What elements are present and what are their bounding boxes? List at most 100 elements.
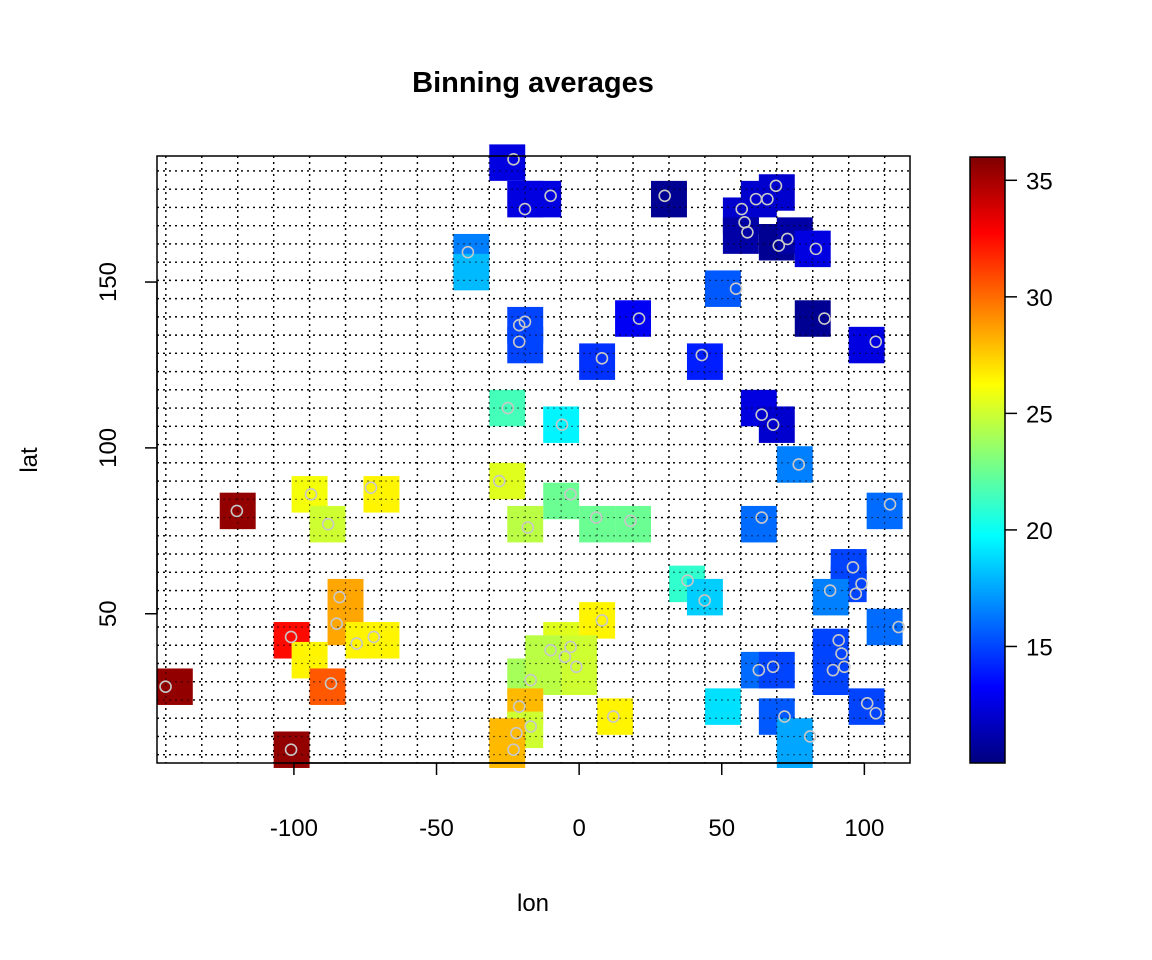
colorbar [969,156,1006,764]
bin-cell-15 [507,326,544,364]
data-point-69 [778,710,791,723]
bin-cell-65 [597,698,634,735]
y-axis: 50 100 150 [95,262,158,627]
data-point-73 [507,743,520,757]
points-layer [159,153,905,757]
data-point-2 [544,189,557,203]
data-point-57 [826,663,840,677]
bin-cell-23 [758,406,795,443]
data-point-72 [803,730,817,743]
data-point-41 [855,577,868,591]
bin-cell-12 [453,253,490,291]
x-tick-label-0: -100 [270,815,318,842]
x-tick-label-4: 100 [844,815,884,842]
data-point-23 [501,401,515,415]
data-point-51 [367,630,381,644]
data-point-44 [698,594,711,607]
bin-cell-10 [794,230,831,268]
colorbar-tick-label-0: 15 [1026,634,1053,661]
data-point-24 [755,408,768,422]
y-tick-label-2: 150 [95,262,122,302]
data-point-64 [159,680,172,694]
data-point-43 [849,587,863,601]
data-point-29 [364,481,378,494]
data-point-22 [695,348,709,362]
data-point-3 [658,189,672,203]
data-point-42 [823,584,837,597]
data-point-38 [755,511,768,524]
bin-cell-33 [507,505,544,543]
data-point-71 [510,726,523,740]
bin-cell-21 [489,389,526,427]
data-point-70 [524,720,537,733]
data-point-52 [544,643,557,657]
data-point-36 [589,511,603,524]
x-axis-label: lon [517,890,549,917]
data-point-58 [838,660,851,674]
data-point-26 [555,418,569,431]
data-point-49 [284,630,298,644]
colorbar-tick-label-4: 35 [1026,168,1053,195]
colorbar-tick-label-1: 20 [1026,518,1053,545]
data-point-0 [507,153,520,166]
data-point-61 [524,673,537,687]
bin-cell-28 [489,462,526,500]
x-tick-label-3: 50 [708,815,735,842]
data-point-55 [832,633,845,647]
data-point-4 [769,179,783,193]
data-point-1 [518,202,532,216]
data-point-56 [835,647,848,660]
data-point-37 [624,514,637,528]
data-point-13 [461,245,475,259]
data-point-21 [595,352,609,365]
bin-cell-25 [776,446,813,483]
data-point-33 [230,504,244,518]
data-point-40 [681,574,694,587]
data-point-48 [595,614,609,627]
data-point-66 [860,696,874,710]
data-point-59 [752,663,766,677]
bin-cell-61 [156,668,193,705]
data-point-34 [321,517,335,531]
grid-overlay [157,156,910,763]
data-point-45 [333,590,346,604]
x-axis: -100 -50 0 50 100 [270,762,884,842]
data-point-7 [761,192,774,206]
bin-cell-13 [704,270,741,307]
data-point-16 [518,315,532,329]
bin-cell-59 [561,658,598,696]
y-tick-label-0: 50 [95,600,122,627]
data-point-50 [350,637,363,650]
bin-cell-32 [309,505,346,543]
bin-cell-71 [776,731,813,768]
data-point-18 [632,312,646,325]
data-point-35 [521,521,535,534]
y-axis-label: lat [16,447,43,473]
data-point-19 [818,312,831,325]
data-point-47 [892,620,905,634]
data-point-12 [809,242,823,256]
y-tick-label-1: 100 [95,428,122,468]
x-tick-label-1: -50 [419,815,454,842]
bin-cell-63 [848,688,885,725]
data-point-60 [766,660,780,674]
data-point-62 [569,660,583,674]
bin-cell-35 [615,505,652,543]
data-point-54 [558,650,572,664]
data-point-14 [729,282,743,295]
data-point-65 [512,700,526,713]
data-point-53 [564,640,577,654]
colorbar-tick-label-3: 30 [1026,285,1053,312]
data-point-32 [883,497,897,511]
colorbar-axis: 15 20 25 30 35 [1005,168,1053,661]
data-point-74 [284,743,298,757]
bin-cell-29 [543,482,580,520]
data-point-30 [492,474,506,488]
bin-cell-62 [704,688,741,725]
data-point-20 [869,335,883,349]
data-point-68 [607,710,620,723]
data-point-11 [781,232,794,246]
data-point-67 [869,706,883,720]
bin-cell-72 [273,731,310,768]
